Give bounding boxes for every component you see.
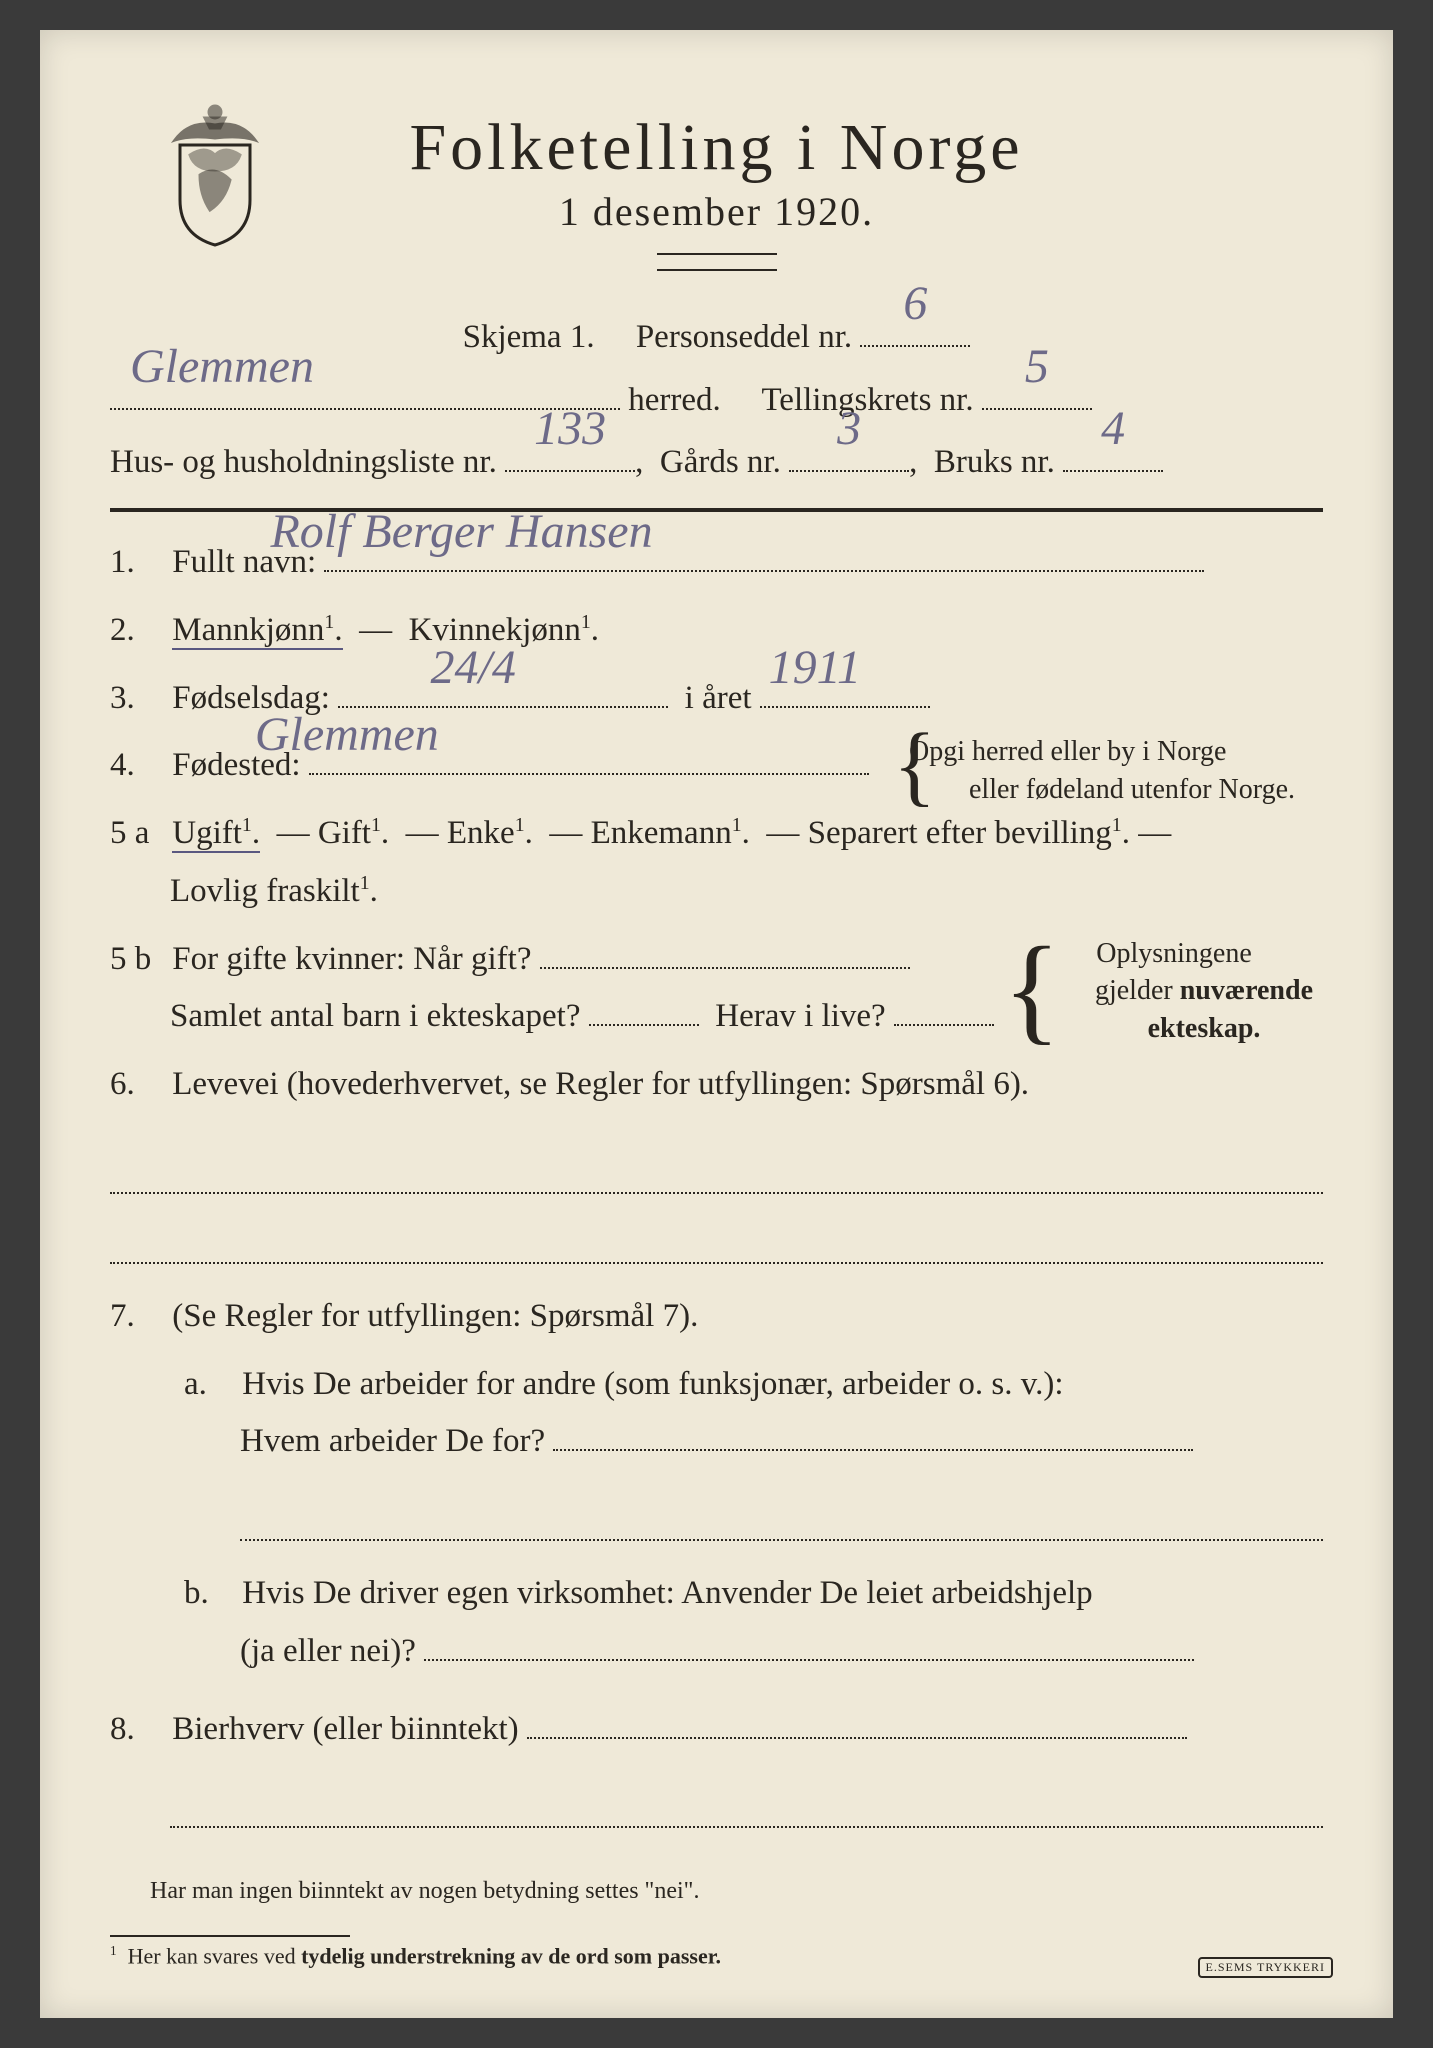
q5b-note2: gjelder nuværende — [1095, 975, 1313, 1006]
q5b-note3: ekteskap. — [1148, 1013, 1261, 1044]
personseddel-nr: 6 — [903, 258, 927, 349]
ornament-divider — [657, 253, 777, 271]
q7a-row: a. Hvis De arbeider for andre (som funks… — [110, 1356, 1323, 1472]
hus-label: Hus- og husholdningsliste nr. — [110, 444, 497, 480]
gards-nr: 3 — [837, 383, 861, 474]
q8-row: 8. Bierhverv (eller biinntekt) — [110, 1701, 1323, 1759]
q3-day: 24/4 — [491, 626, 516, 710]
document-paper: Folketelling i Norge 1 desember 1920. Sk… — [40, 30, 1393, 2018]
q7-row: 7. (Se Regler for utfyllingen: Spørsmål … — [110, 1288, 1323, 1346]
hus-nr: 133 — [534, 383, 606, 474]
hus-row: Hus- og husholdningsliste nr. 133 , Gård… — [110, 431, 1323, 494]
q5b-label2: Samlet antal barn i ekteskapet? — [170, 998, 581, 1034]
q7b-label: b. — [184, 1565, 234, 1623]
q7a-text2: Hvem arbeider De for? — [240, 1423, 545, 1459]
q4-row: 4. Fødested: Glemmen { Opgi herred eller… — [110, 737, 1323, 795]
q5b-row: 5 b For gifte kvinner: Når gift? Samlet … — [110, 931, 1323, 1047]
q5b-label1: For gifte kvinner: Når gift? — [172, 941, 531, 977]
q7-num: 7. — [110, 1288, 164, 1346]
herred-row: Glemmen herred. Tellingskrets nr. 5 — [110, 369, 1323, 432]
footnote-rule — [110, 1935, 350, 1937]
herred-value: Glemmen — [130, 321, 314, 412]
herred-label: herred. — [628, 382, 721, 418]
q3-mid: i året — [685, 680, 752, 716]
q2-num: 2. — [110, 602, 164, 660]
q3-num: 3. — [110, 670, 164, 728]
gards-label: Gårds nr. — [660, 444, 781, 480]
footnote-biinntekt: Har man ingen biinntekt av nogen betydni… — [150, 1878, 1323, 1905]
document-title: Folketelling i Norge — [110, 110, 1323, 186]
q7a-line — [240, 1511, 1323, 1541]
q4-note2: eller fødeland utenfor Norge. — [969, 774, 1295, 805]
q5b-label3: Herav i live? — [715, 998, 885, 1034]
q2-row: 2. Mannkjønn1. — Kvinnekjønn1. — [110, 602, 1323, 660]
q1-row: 1. Fullt navn: Rolf Berger Hansen — [110, 534, 1323, 592]
q4-note1: Opgi herred eller by i Norge — [909, 736, 1227, 767]
footnote-1: 1 Her kan svares ved tydelig understrekn… — [110, 1943, 1323, 1969]
q8-label: Bierhverv (eller biinntekt) — [172, 1711, 518, 1747]
q8-num: 8. — [110, 1701, 164, 1759]
q7-text: (Se Regler for utfyllingen: Spørsmål 7). — [172, 1298, 698, 1334]
q6-line2 — [110, 1234, 1323, 1264]
q7a-label: a. — [184, 1356, 234, 1414]
q6-row: 6. Levevei (hovederhvervet, se Regler fo… — [110, 1056, 1323, 1114]
q8-line — [170, 1798, 1323, 1828]
bruks-label: Bruks nr. — [934, 444, 1055, 480]
q5a-gift: Gift1. — [318, 815, 389, 851]
q4-num: 4. — [110, 737, 164, 795]
printer-stamp: E.SEMS TRYKKERI — [1198, 1957, 1333, 1978]
header: Folketelling i Norge 1 desember 1920. — [110, 110, 1323, 296]
tellingskrets-nr: 5 — [1025, 321, 1049, 412]
q5b-num: 5 b — [110, 931, 164, 989]
q5b-note1: Oplysningene — [1096, 938, 1252, 969]
q5a-enkemann: Enkemann1. — [591, 815, 750, 851]
q5a-ugift: Ugift1. — [172, 815, 260, 853]
q1-num: 1. — [110, 534, 164, 592]
q6-line1 — [110, 1164, 1323, 1194]
q5a-num: 5 a — [110, 805, 164, 863]
bruks-nr: 4 — [1101, 383, 1125, 474]
tellingskrets-label: Tellingskrets nr. — [761, 382, 973, 418]
page-frame: Folketelling i Norge 1 desember 1920. Sk… — [0, 0, 1433, 2048]
q6-num: 6. — [110, 1056, 164, 1114]
q4-value: Glemmen — [315, 693, 439, 777]
coat-of-arms-icon — [160, 100, 270, 250]
q7b-text2: (ja eller nei)? — [240, 1633, 416, 1669]
q2-mannkjonn: Mannkjønn1. — [172, 612, 342, 650]
document-subtitle: 1 desember 1920. — [110, 188, 1323, 235]
skjema-label: Skjema 1. — [463, 319, 595, 355]
q3-year: 1911 — [829, 626, 861, 710]
q5a-enke: Enke1. — [447, 815, 533, 851]
q7a-text1: Hvis De arbeider for andre (som funksjon… — [242, 1366, 1063, 1402]
q7b-row: b. Hvis De driver egen virksomhet: Anven… — [110, 1565, 1323, 1681]
q6-text: Levevei (hovederhvervet, se Regler for u… — [172, 1066, 1029, 1102]
q5a-separert: Separert efter bevilling1. — [808, 815, 1130, 851]
q1-value: Rolf Berger Hansen — [330, 490, 652, 574]
q7b-text1: Hvis De driver egen virksomhet: Anvender… — [242, 1575, 1092, 1611]
q5a-row: 5 a Ugift1. — Gift1. — Enke1. — Enkemann… — [110, 805, 1323, 921]
personseddel-label: Personseddel nr. — [636, 319, 852, 355]
q5a-fraskilt: Lovlig fraskilt1. — [170, 873, 378, 909]
